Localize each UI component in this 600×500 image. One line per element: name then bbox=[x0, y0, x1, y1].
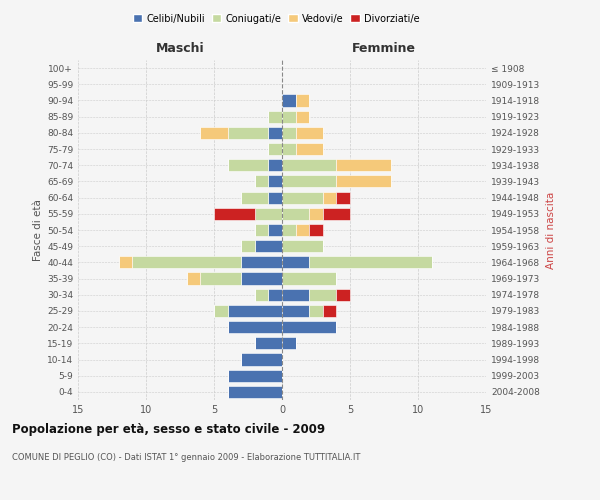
Bar bbox=[268, 143, 282, 155]
Bar bbox=[227, 305, 282, 317]
Bar bbox=[255, 240, 282, 252]
Bar bbox=[200, 127, 227, 139]
Bar bbox=[296, 110, 309, 122]
Text: COMUNE DI PEGLIO (CO) - Dati ISTAT 1° gennaio 2009 - Elaborazione TUTTITALIA.IT: COMUNE DI PEGLIO (CO) - Dati ISTAT 1° ge… bbox=[12, 452, 361, 462]
Bar bbox=[255, 176, 268, 188]
Bar bbox=[296, 224, 309, 236]
Bar bbox=[227, 127, 268, 139]
Bar bbox=[309, 256, 431, 268]
Bar bbox=[241, 240, 255, 252]
Bar bbox=[282, 176, 337, 188]
Text: Maschi: Maschi bbox=[155, 42, 205, 55]
Bar bbox=[337, 288, 350, 301]
Bar bbox=[309, 305, 323, 317]
Bar bbox=[268, 224, 282, 236]
Bar bbox=[227, 370, 282, 382]
Bar bbox=[282, 127, 296, 139]
Bar bbox=[282, 338, 296, 349]
Bar bbox=[214, 208, 255, 220]
Bar bbox=[296, 127, 323, 139]
Bar bbox=[282, 94, 296, 106]
Bar bbox=[282, 110, 296, 122]
Bar bbox=[337, 159, 391, 172]
Y-axis label: Anni di nascita: Anni di nascita bbox=[545, 192, 556, 268]
Bar bbox=[296, 94, 309, 106]
Bar bbox=[337, 176, 391, 188]
Bar bbox=[241, 256, 282, 268]
Bar bbox=[241, 192, 268, 203]
Bar bbox=[282, 256, 309, 268]
Bar bbox=[309, 224, 323, 236]
Bar bbox=[214, 305, 227, 317]
Bar bbox=[282, 272, 337, 284]
Bar bbox=[119, 256, 133, 268]
Bar bbox=[282, 224, 296, 236]
Bar bbox=[282, 288, 309, 301]
Bar bbox=[241, 354, 282, 366]
Bar bbox=[200, 272, 241, 284]
Bar bbox=[282, 240, 323, 252]
Bar bbox=[282, 305, 309, 317]
Bar bbox=[282, 159, 337, 172]
Bar bbox=[255, 224, 268, 236]
Bar bbox=[268, 159, 282, 172]
Text: Femmine: Femmine bbox=[352, 42, 416, 55]
Bar bbox=[268, 192, 282, 203]
Bar bbox=[255, 288, 268, 301]
Bar bbox=[268, 110, 282, 122]
Bar bbox=[323, 208, 350, 220]
Bar bbox=[337, 192, 350, 203]
Bar bbox=[255, 338, 282, 349]
Bar bbox=[296, 143, 323, 155]
Bar bbox=[268, 127, 282, 139]
Bar bbox=[282, 143, 296, 155]
Bar bbox=[323, 305, 337, 317]
Bar bbox=[227, 386, 282, 398]
Bar bbox=[227, 159, 268, 172]
Text: Popolazione per età, sesso e stato civile - 2009: Popolazione per età, sesso e stato civil… bbox=[12, 422, 325, 436]
Bar bbox=[255, 208, 282, 220]
Bar bbox=[323, 192, 337, 203]
Bar bbox=[187, 272, 200, 284]
Bar bbox=[309, 288, 337, 301]
Bar bbox=[309, 208, 323, 220]
Bar bbox=[241, 272, 282, 284]
Bar bbox=[133, 256, 241, 268]
Y-axis label: Fasce di età: Fasce di età bbox=[33, 199, 43, 261]
Legend: Celibi/Nubili, Coniugati/e, Vedovi/e, Divorziati/e: Celibi/Nubili, Coniugati/e, Vedovi/e, Di… bbox=[129, 10, 423, 28]
Bar bbox=[268, 288, 282, 301]
Bar bbox=[227, 321, 282, 333]
Bar bbox=[282, 321, 337, 333]
Bar bbox=[282, 208, 309, 220]
Bar bbox=[282, 192, 323, 203]
Bar bbox=[268, 176, 282, 188]
